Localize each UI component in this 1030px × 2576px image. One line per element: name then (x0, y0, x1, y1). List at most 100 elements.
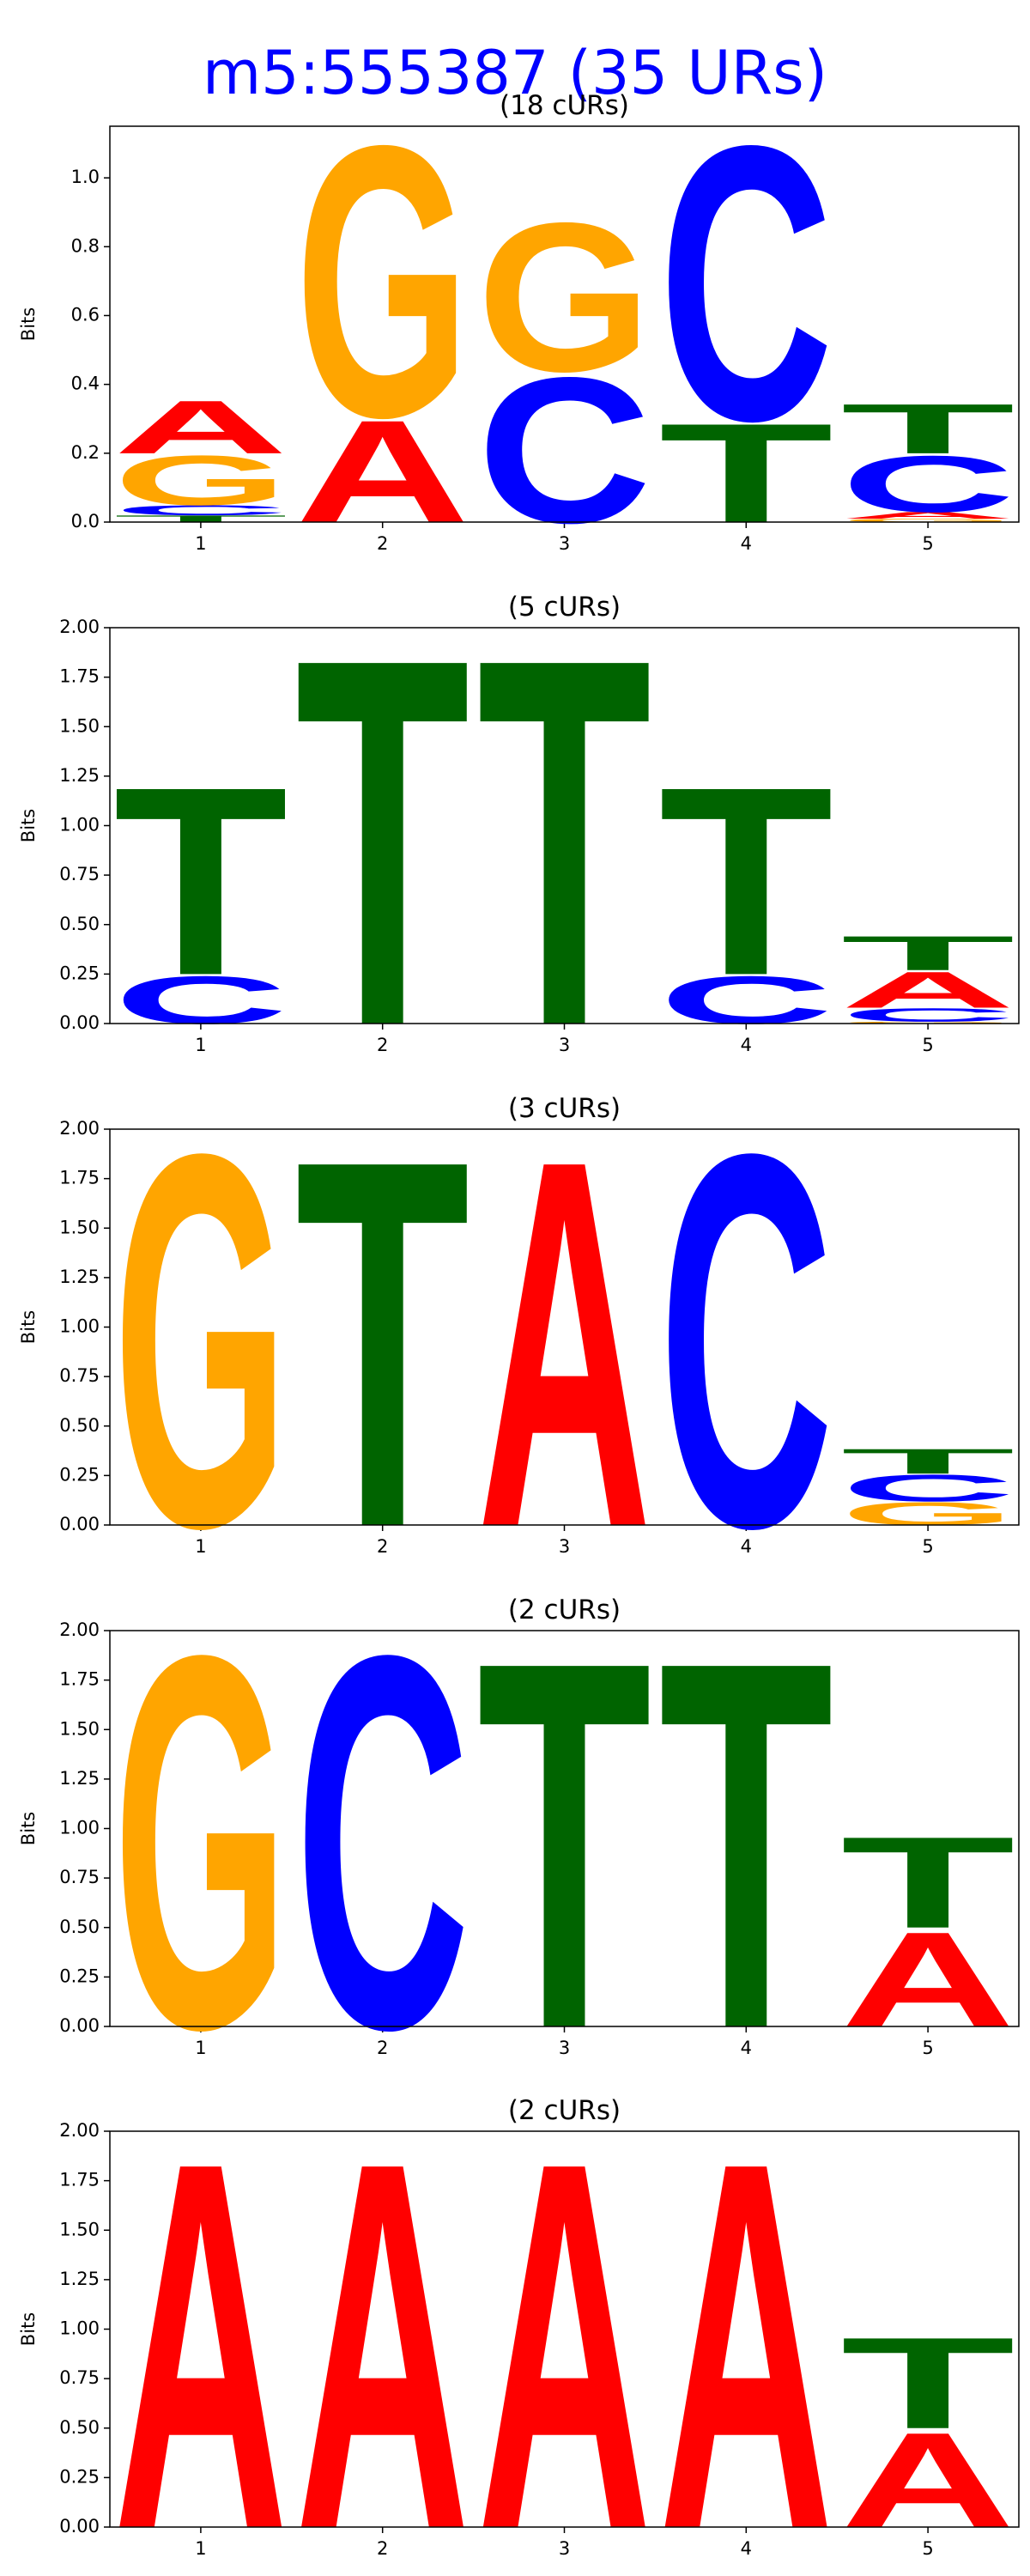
letter-glyph: C (840, 1005, 1015, 1026)
panel: (3 cURs) Bits 0.00 0.25 0.50 0.75 1.00 1.25 1.50… (18, 1044, 1020, 1639)
axes-frame (109, 2130, 1020, 2528)
letter-glyph: T (840, 927, 1015, 981)
letter-glyph: A (840, 510, 1015, 520)
panel-title: (5 cURs) (508, 592, 621, 623)
y-tick-label: 0.50 (59, 1917, 100, 1937)
y-tick-label: 0.50 (59, 2417, 100, 2438)
x-tick-label: 5 (922, 1035, 933, 1055)
y-tick-label: 1.00 (59, 815, 100, 835)
y-tick-label: 1.75 (59, 2170, 100, 2190)
letter-glyph: A (659, 2052, 833, 2576)
y-tick-label: 2.00 (59, 617, 100, 637)
letter-glyph: T (295, 1050, 470, 1636)
letter-glyph: G (295, 65, 470, 498)
panel-title: (3 cURs) (508, 1093, 621, 1124)
y-tick-label: 1.50 (59, 1718, 100, 1739)
y-tick-label: 1.75 (59, 1669, 100, 1690)
y-axis-label: Bits (18, 2312, 39, 2346)
letter-glyph: A (295, 389, 470, 554)
y-tick-label: 0.75 (59, 2367, 100, 2388)
y-axis-label: Bits (18, 1812, 39, 1845)
y-tick-label: 1.00 (59, 1818, 100, 1838)
y-tick-label: 0.00 (59, 2015, 100, 2036)
axes-frame (109, 1630, 1020, 2027)
letter-glyph: G (113, 441, 288, 520)
y-tick-label: 0.6 (71, 304, 100, 325)
letter-glyph: C (659, 1044, 833, 1638)
letter-glyph: T (659, 732, 833, 1032)
y-tick-label: 1.00 (59, 2318, 100, 2339)
letter-glyph: G (840, 518, 1015, 523)
y-tick-label: 0.8 (71, 235, 100, 256)
x-tick-label: 4 (741, 533, 752, 554)
y-tick-label: 1.25 (59, 2269, 100, 2289)
y-tick-label: 1.00 (59, 1316, 100, 1337)
y-tick-label: 1.50 (59, 1217, 100, 1237)
x-tick-label: 2 (377, 533, 388, 554)
letter-glyph: A (113, 2052, 288, 2576)
x-tick-label: 3 (559, 1536, 570, 1557)
x-tick-label: 3 (559, 1035, 570, 1055)
letter-glyph: T (477, 1552, 651, 2137)
y-tick-label: 0.75 (59, 864, 100, 884)
letter-glyph: T (477, 549, 651, 1134)
y-tick-label: 0.50 (59, 914, 100, 934)
x-tick-label: 1 (195, 2538, 206, 2559)
y-tick-label: 0.00 (59, 1012, 100, 1033)
x-tick-label: 4 (741, 1536, 752, 1557)
letter-glyph: G (477, 178, 651, 416)
letter-glyph: T (113, 732, 288, 1032)
x-tick-label: 4 (741, 2538, 752, 2559)
y-tick-label: 0.25 (59, 1965, 100, 1986)
x-tick-label: 4 (741, 2038, 752, 2058)
y-tick-label: 0.75 (59, 1867, 100, 1887)
panel: (2 cURs) Bits 0.00 0.25 0.50 0.75 1.00 1.25 1.50… (18, 2052, 1020, 2576)
letter-glyph: T (840, 1443, 1015, 1482)
letter-glyph: T (295, 549, 470, 1134)
x-tick-label: 3 (559, 533, 570, 554)
letter-glyph: A (840, 962, 1015, 1019)
letter-glyph: A (840, 2405, 1015, 2557)
x-tick-label: 1 (195, 533, 206, 554)
letter-glyph: A (840, 1905, 1015, 2057)
letter-glyph: G (113, 1044, 288, 1638)
y-tick-label: 1.75 (59, 1168, 100, 1188)
y-tick-label: 0.00 (59, 2516, 100, 2537)
axes-frame (109, 1128, 1020, 1526)
axes-frame (109, 627, 1020, 1024)
x-tick-label: 2 (377, 2538, 388, 2559)
x-tick-label: 2 (377, 1035, 388, 1055)
letter-glyph: G (840, 1021, 1015, 1024)
y-axis-label: Bits (18, 1310, 39, 1344)
letter-glyph: A (295, 2052, 470, 2576)
letter-glyph: C (659, 65, 833, 503)
letter-glyph: C (295, 1546, 470, 2140)
letter-glyph: T (840, 1811, 1015, 1956)
letter-glyph: C (840, 1467, 1015, 1510)
letter-glyph: C (113, 502, 288, 518)
main-title: m5:555387 (35 URs) (203, 38, 827, 108)
y-tick-label: 1.25 (59, 1768, 100, 1789)
y-tick-label: 0.00 (59, 1514, 100, 1534)
x-tick-label: 5 (922, 533, 933, 554)
y-tick-label: 2.00 (59, 1619, 100, 1640)
x-tick-label: 2 (377, 1536, 388, 1557)
y-tick-label: 0.4 (71, 374, 100, 394)
y-tick-label: 1.50 (59, 2219, 100, 2239)
y-tick-label: 0.2 (71, 442, 100, 463)
letter-glyph: A (113, 385, 288, 469)
y-tick-label: 1.0 (71, 167, 100, 187)
letter-glyph: T (840, 2312, 1015, 2457)
y-axis-label: Bits (18, 307, 39, 341)
x-tick-label: 3 (559, 2038, 570, 2058)
letter-glyph: C (659, 963, 833, 1039)
y-tick-label: 1.50 (59, 715, 100, 736)
panel-title: (2 cURs) (508, 1595, 621, 1625)
y-tick-label: 2.00 (59, 2120, 100, 2141)
y-axis-label: Bits (18, 809, 39, 842)
letter-glyph: T (659, 394, 833, 552)
panel: (2 cURs) Bits 0.00 0.25 0.50 0.75 1.00 1.25 1.50… (18, 1546, 1020, 2141)
x-tick-label: 5 (922, 2038, 933, 2058)
